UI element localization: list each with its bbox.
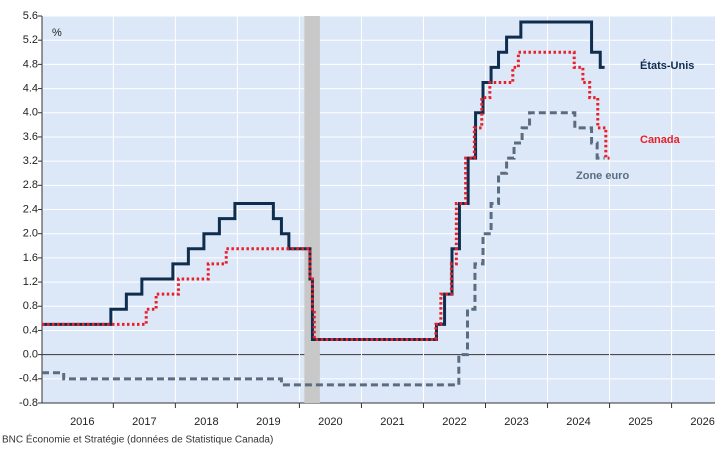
y-tick-label: 0.0: [23, 349, 38, 361]
source: BNC Économie et Stratégie (données de St…: [2, 433, 273, 446]
x-tick-label: 2021: [380, 416, 404, 428]
x-tick-label: 2017: [132, 416, 156, 428]
x-tick-label: 2025: [628, 416, 652, 428]
y-tick-label: 4.8: [23, 58, 38, 70]
x-tick-label: 2020: [318, 416, 342, 428]
y-tick-label: 1.2: [23, 276, 38, 288]
x-tick-label: 2023: [504, 416, 528, 428]
x-tick-label: 2022: [442, 416, 466, 428]
y-tick-label: 0.8: [23, 300, 38, 312]
y-tick-label: 0.4: [23, 324, 38, 336]
x-tick-label: 2019: [256, 416, 280, 428]
y-tick-label: 5.2: [23, 34, 38, 46]
y-tick-label: 2.0: [23, 228, 38, 240]
series-label: États-Unis: [640, 59, 694, 72]
y-tick-label: 4.0: [23, 107, 38, 119]
y-tick-label: 2.8: [23, 179, 38, 191]
x-tick-label: 2026: [690, 416, 714, 428]
recession-band: [304, 16, 320, 403]
shading: [304, 16, 320, 403]
y-tick-label: 5.6: [23, 10, 38, 22]
series-line: [42, 50, 610, 342]
labels: -0.8 -0.4 0.0 0.4 0.8 1.2 1.6 2.0 2.4 2.8 3.2 3.6 4.…: [19, 10, 715, 428]
y-tick-label: 3.2: [23, 155, 38, 167]
lines: [42, 20, 610, 387]
y-tick-label: 3.6: [23, 131, 38, 143]
y-tick-label: 1.6: [23, 252, 38, 264]
y-tick-label: 2.4: [23, 203, 38, 215]
y-tick-label: -0.4: [19, 373, 38, 385]
y-tick-label: -0.8: [19, 397, 38, 409]
x-tick-label: 2018: [194, 416, 218, 428]
series-line: [42, 111, 605, 387]
series-label: Canada: [640, 134, 681, 146]
unit-label: %: [52, 27, 62, 39]
x-tick-label: 2024: [566, 416, 590, 428]
series-line: [42, 20, 605, 342]
series-label: Zone euro: [576, 170, 629, 182]
y-tick-label: 4.4: [23, 82, 38, 94]
x-tick-label: 2016: [70, 416, 94, 428]
